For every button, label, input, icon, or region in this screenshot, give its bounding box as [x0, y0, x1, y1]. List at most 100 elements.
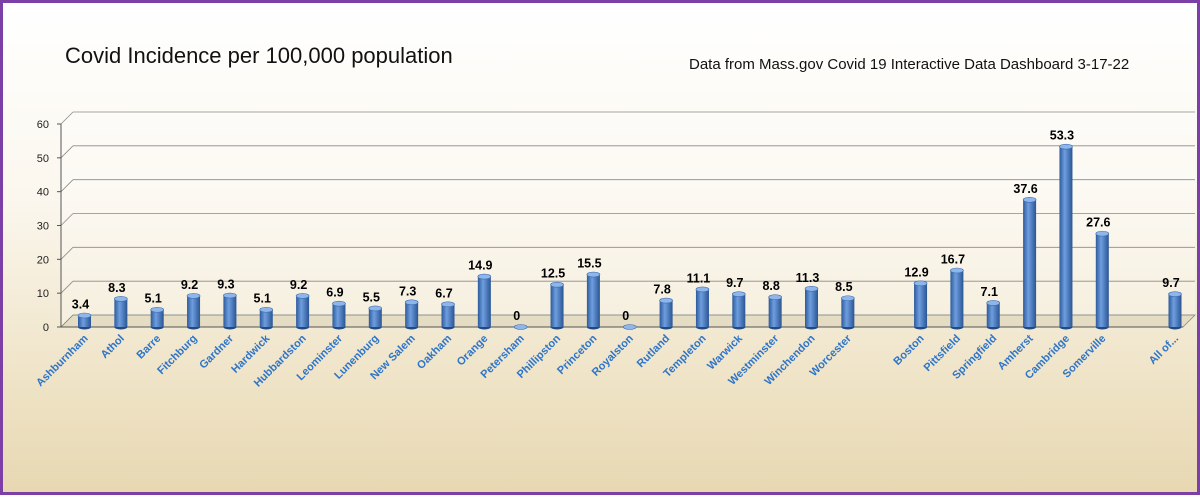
- plot-area: 0 10 20 30 40 50 60 3.4 Ashburnham 8.3 Athol 5.1 Bar…: [34, 111, 1196, 390]
- bar: [78, 315, 91, 327]
- bar-top: [622, 324, 637, 330]
- x-tick-label: Orange: [455, 333, 491, 369]
- bar-top: [441, 301, 455, 308]
- bar-top: [1168, 291, 1182, 297]
- bar: [659, 300, 673, 327]
- bar: [405, 302, 419, 327]
- data-label: 27.6: [1086, 216, 1110, 230]
- data-label: 0: [513, 309, 520, 323]
- bar-top: [768, 294, 782, 301]
- data-label: 53.3: [1050, 129, 1074, 143]
- bar: [223, 295, 237, 327]
- gridline-diagonal: [60, 213, 74, 226]
- gridline-diagonal: [60, 247, 74, 260]
- data-label: 9.2: [290, 278, 307, 292]
- x-tick-label: Rutland: [635, 333, 672, 370]
- data-label: 15.5: [577, 257, 601, 271]
- y-tick-label: 20: [37, 254, 49, 266]
- bar-top: [150, 306, 164, 313]
- bar: [1168, 294, 1182, 327]
- bar: [296, 295, 310, 327]
- chart-title: Covid Incidence per 100,000 population: [65, 43, 453, 68]
- bar-top: [114, 296, 128, 302]
- data-label: 3.4: [72, 297, 89, 311]
- chart-wall: [61, 112, 1195, 327]
- gridline-diagonal: [60, 280, 74, 294]
- data-label: 6.9: [326, 286, 343, 300]
- x-tick-label: Barre: [135, 333, 164, 362]
- bar-top: [986, 300, 1001, 306]
- data-label: 37.6: [1013, 182, 1037, 196]
- bar: [768, 297, 782, 327]
- bar: [150, 309, 164, 327]
- bar: [114, 298, 128, 327]
- bar-top: [1022, 196, 1037, 203]
- y-tick-label: 30: [37, 221, 49, 233]
- bar-top: [1059, 143, 1073, 150]
- bar-top: [513, 324, 528, 330]
- x-tick-label: Oakham: [415, 332, 454, 371]
- gridline-diagonal: [60, 111, 74, 125]
- bar-top: [841, 295, 855, 302]
- bar-top: [1095, 230, 1110, 237]
- data-label: 8.5: [835, 280, 852, 294]
- data-label: 0: [622, 309, 629, 323]
- data-label: 5.1: [145, 292, 162, 306]
- bar: [805, 288, 818, 327]
- gridline-diagonal: [60, 179, 74, 192]
- data-label: 7.1: [981, 285, 998, 299]
- x-tick-label: Ashburnham: [34, 332, 91, 389]
- bar-top: [368, 305, 383, 312]
- bar-top: [295, 293, 310, 299]
- y-tick-label: 10: [37, 288, 49, 300]
- bar-top: [913, 280, 928, 287]
- data-label: 8.8: [762, 279, 779, 293]
- bar: [914, 283, 928, 327]
- bar-top: [586, 271, 601, 278]
- bar-top: [186, 293, 201, 299]
- bar-top: [477, 273, 492, 280]
- bar-top: [223, 292, 237, 299]
- x-tick-label: All of...: [1147, 333, 1181, 367]
- data-label: 9.7: [1162, 276, 1179, 290]
- bar-top: [731, 291, 746, 297]
- bar: [368, 308, 382, 327]
- bar: [1059, 146, 1073, 327]
- bar: [695, 289, 709, 327]
- bar-top: [695, 286, 710, 293]
- data-label: 5.1: [254, 292, 271, 306]
- x-tick-label: Boston: [891, 332, 926, 367]
- bar-top: [404, 299, 419, 306]
- y-tick-label: 40: [37, 187, 49, 199]
- bar: [841, 298, 855, 327]
- x-tick-label: Fitchburg: [155, 333, 199, 377]
- bar: [187, 295, 201, 327]
- bar: [477, 276, 491, 327]
- bar-chart: Covid Incidence per 100,000 population D…: [34, 43, 1196, 390]
- chart-subtitle: Data from Mass.gov Covid 19 Interactive …: [689, 56, 1129, 73]
- bar: [332, 303, 346, 327]
- bar: [550, 284, 564, 327]
- bar-top: [804, 285, 819, 292]
- data-label: 6.7: [435, 286, 452, 300]
- data-label: 7.8: [653, 283, 670, 297]
- bar-top: [659, 297, 673, 304]
- data-label: 8.3: [108, 281, 125, 295]
- bar-top: [259, 306, 274, 313]
- data-label: 16.7: [941, 252, 965, 266]
- bar-top: [332, 300, 346, 307]
- y-tick-label: 50: [37, 153, 49, 165]
- data-label: 12.9: [904, 265, 928, 279]
- bar: [1095, 233, 1109, 327]
- bar-top: [550, 281, 564, 288]
- bar: [732, 294, 746, 327]
- gridline-diagonal: [60, 145, 74, 159]
- bar: [986, 302, 1000, 327]
- bar: [950, 270, 964, 327]
- data-label: 9.3: [217, 278, 234, 292]
- bar-top: [77, 312, 92, 319]
- bar: [586, 274, 600, 327]
- data-label: 5.5: [363, 290, 380, 304]
- y-tick-label: 60: [37, 119, 49, 131]
- bar: [259, 309, 273, 327]
